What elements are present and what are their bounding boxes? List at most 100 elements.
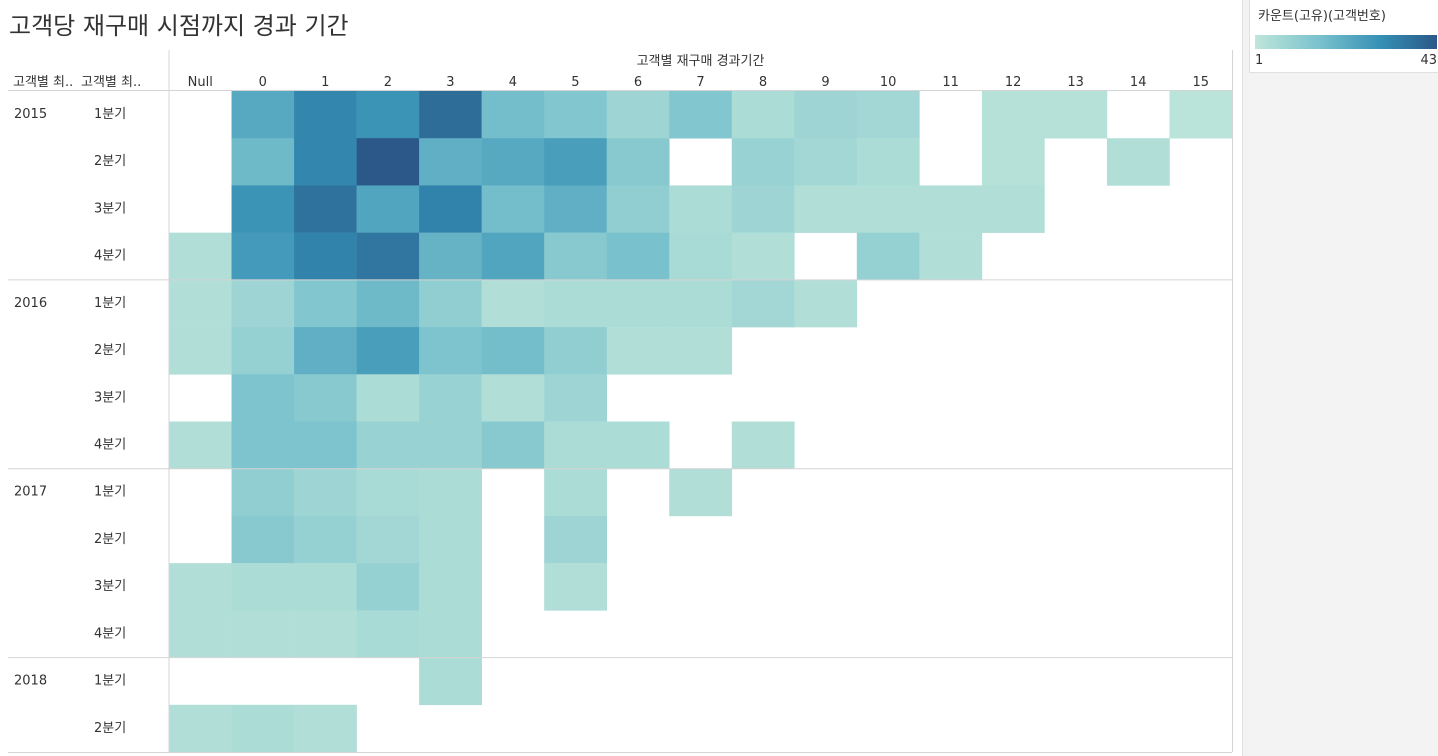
heatmap-cell [294,468,357,517]
heatmap-cell [606,185,670,233]
quarter-label: 3분기 [94,201,126,216]
heatmap-cell [169,232,232,281]
heatmap-cell [669,468,733,517]
heatmap-cell [669,232,733,281]
heatmap-cell [419,185,482,233]
quarter-label: 1분기 [94,485,126,500]
quarter-label: 2분기 [94,154,126,169]
heatmap-cell [1169,91,1233,139]
heatmap-cell [606,421,670,470]
heatmap-cell [419,279,482,328]
heatmap-cell [294,610,357,658]
column-label: 4 [509,75,517,90]
heatmap-cell [981,185,1045,233]
column-label: 15 [1192,75,1209,90]
legend-max-label: 43 [1420,53,1437,68]
heatmap-cell [294,515,357,564]
heatmap-cell [294,704,357,753]
heatmap-cell [544,421,608,470]
color-legend[interactable]: 카운트(고유)(고객번호) 1 43 [1249,0,1438,73]
column-header-title: 고객별 재구매 경과기간 [637,54,765,69]
heatmap-cell [294,91,357,139]
heatmap-cell [481,138,545,186]
column-label: 5 [571,75,579,90]
year-label: 2016 [14,296,47,311]
heatmap-cell [481,232,545,281]
heatmap-cell [231,421,295,470]
column-label: 14 [1130,75,1147,90]
heatmap-cell [294,279,357,328]
heatmap-cell [419,327,482,375]
heatmap-cell [669,91,733,139]
heatmap-cell [544,468,608,517]
heatmap-cell [356,468,420,517]
column-label: 11 [942,75,959,90]
heatmap-cell [169,279,232,328]
heatmap-cell [606,279,670,328]
heatmap-cell [231,374,295,422]
column-label: 3 [446,75,454,90]
quarter-label: 2분기 [94,343,126,358]
heatmap-cell [169,704,232,753]
heatmap-cell [356,138,420,186]
heatmap-cell [169,610,232,658]
heatmap-cell [419,563,482,611]
heatmap-cell [356,327,420,375]
heatmap-cells [169,91,1233,753]
quarter-label: 4분기 [94,438,126,453]
year-label: 2015 [14,107,47,122]
heatmap-cell [669,327,733,375]
heatmap-cell [294,563,357,611]
heatmap-cell [856,185,920,233]
heatmap-cell [231,704,295,753]
column-label: 6 [634,75,642,90]
heatmap-cell [544,185,608,233]
heatmap-cell [419,374,482,422]
heatmap-cell [419,421,482,470]
quarter-label: 1분기 [94,296,126,311]
heatmap-cell [481,279,545,328]
heatmap-cell [731,138,795,186]
heatmap-cell [481,91,545,139]
heatmap-cell [231,563,295,611]
heatmap-cell [544,327,608,375]
year-label: 2018 [14,674,47,689]
quarter-label: 1분기 [94,107,126,122]
heatmap-cell [856,232,920,281]
heatmap-cell [481,185,545,233]
heatmap-cell [606,91,670,139]
row-header-year: 고객별 최.. [13,75,73,90]
column-label: 2 [384,75,392,90]
heatmap-cell [419,657,482,706]
heatmap-cell [356,374,420,422]
heatmap-cell [231,610,295,658]
column-label: 13 [1067,75,1084,90]
heatmap-cell [169,563,232,611]
heatmap-cell [731,232,795,281]
heatmap-cell [231,327,295,375]
heatmap-cell [794,185,858,233]
heatmap-cell [231,515,295,564]
heatmap-cell [419,515,482,564]
heatmap-cell [481,421,545,470]
heatmap-cell [544,515,608,564]
legend-gradient-bar [1255,35,1437,49]
heatmap-cell [169,421,232,470]
page-title: 고객당 재구매 시점까지 경과 기간 [9,12,349,40]
legend-title: 카운트(고유)(고객번호) [1258,9,1386,24]
heatmap-cell [669,279,733,328]
heatmap-cell [356,279,420,328]
column-label: 9 [821,75,829,90]
year-label: 2017 [14,485,47,500]
quarter-label: 2분기 [94,721,126,736]
column-label: 12 [1005,75,1022,90]
heatmap-cell [1106,138,1170,186]
heatmap-cell [1044,91,1108,139]
heatmap-cell [294,232,357,281]
heatmap-cell [606,327,670,375]
quarter-label: 4분기 [94,249,126,264]
heatmap-cell [544,374,608,422]
quarter-label: 3분기 [94,390,126,405]
heatmap-cell [919,232,983,281]
